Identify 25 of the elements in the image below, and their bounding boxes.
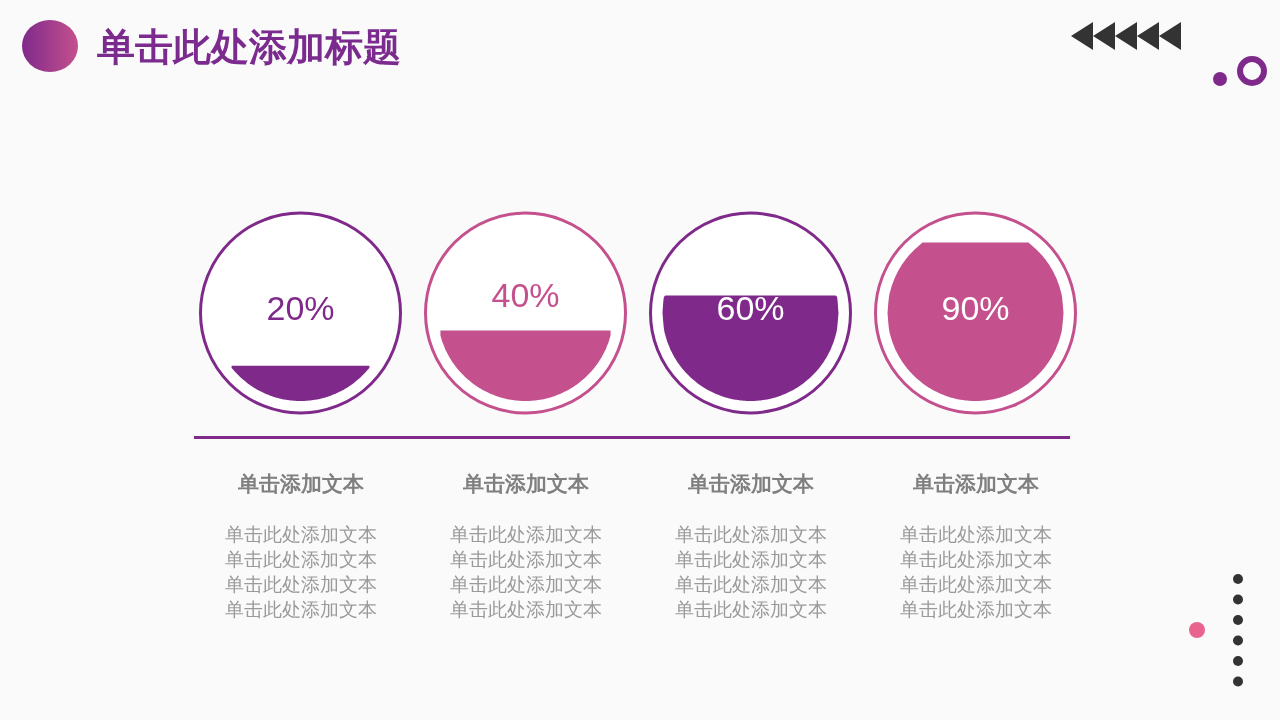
data-label: 60% [716, 289, 785, 327]
text: 单击此处添加文本 [899, 573, 1052, 595]
category-label: 单击添加文本 [911, 472, 1040, 496]
text: 单击此处添加文本 [674, 598, 827, 620]
data-label: 90% [941, 289, 1010, 327]
text: 单击此处添加文本 [224, 523, 377, 545]
text: 单击此处添加文本 [899, 598, 1052, 620]
text: 单击此处添加文本 [224, 598, 377, 620]
text: 单击此处添加文本 [674, 573, 827, 595]
category-label: 单击添加文本 [236, 472, 365, 496]
text: 单击此处添加文本 [224, 548, 377, 570]
text: 单击此处添加文本 [674, 548, 827, 570]
category-label: 单击添加文本 [461, 472, 590, 496]
category-label: 单击添加文本 [686, 472, 815, 496]
text: 单击此处添加文本 [449, 523, 602, 545]
text: 单击此处添加标题 [97, 24, 401, 71]
text: 单击此处添加文本 [449, 598, 602, 620]
text: 单击此处添加文本 [899, 523, 1052, 545]
data-label: 40% [491, 276, 560, 314]
text: 单击此处添加文本 [449, 548, 602, 570]
text: 单击此处添加文本 [224, 573, 377, 595]
text: 单击此处添加文本 [899, 548, 1052, 570]
text: 单击此处添加文本 [449, 573, 602, 595]
text: 单击此处添加文本 [674, 523, 827, 545]
data-label: 20% [266, 289, 335, 327]
